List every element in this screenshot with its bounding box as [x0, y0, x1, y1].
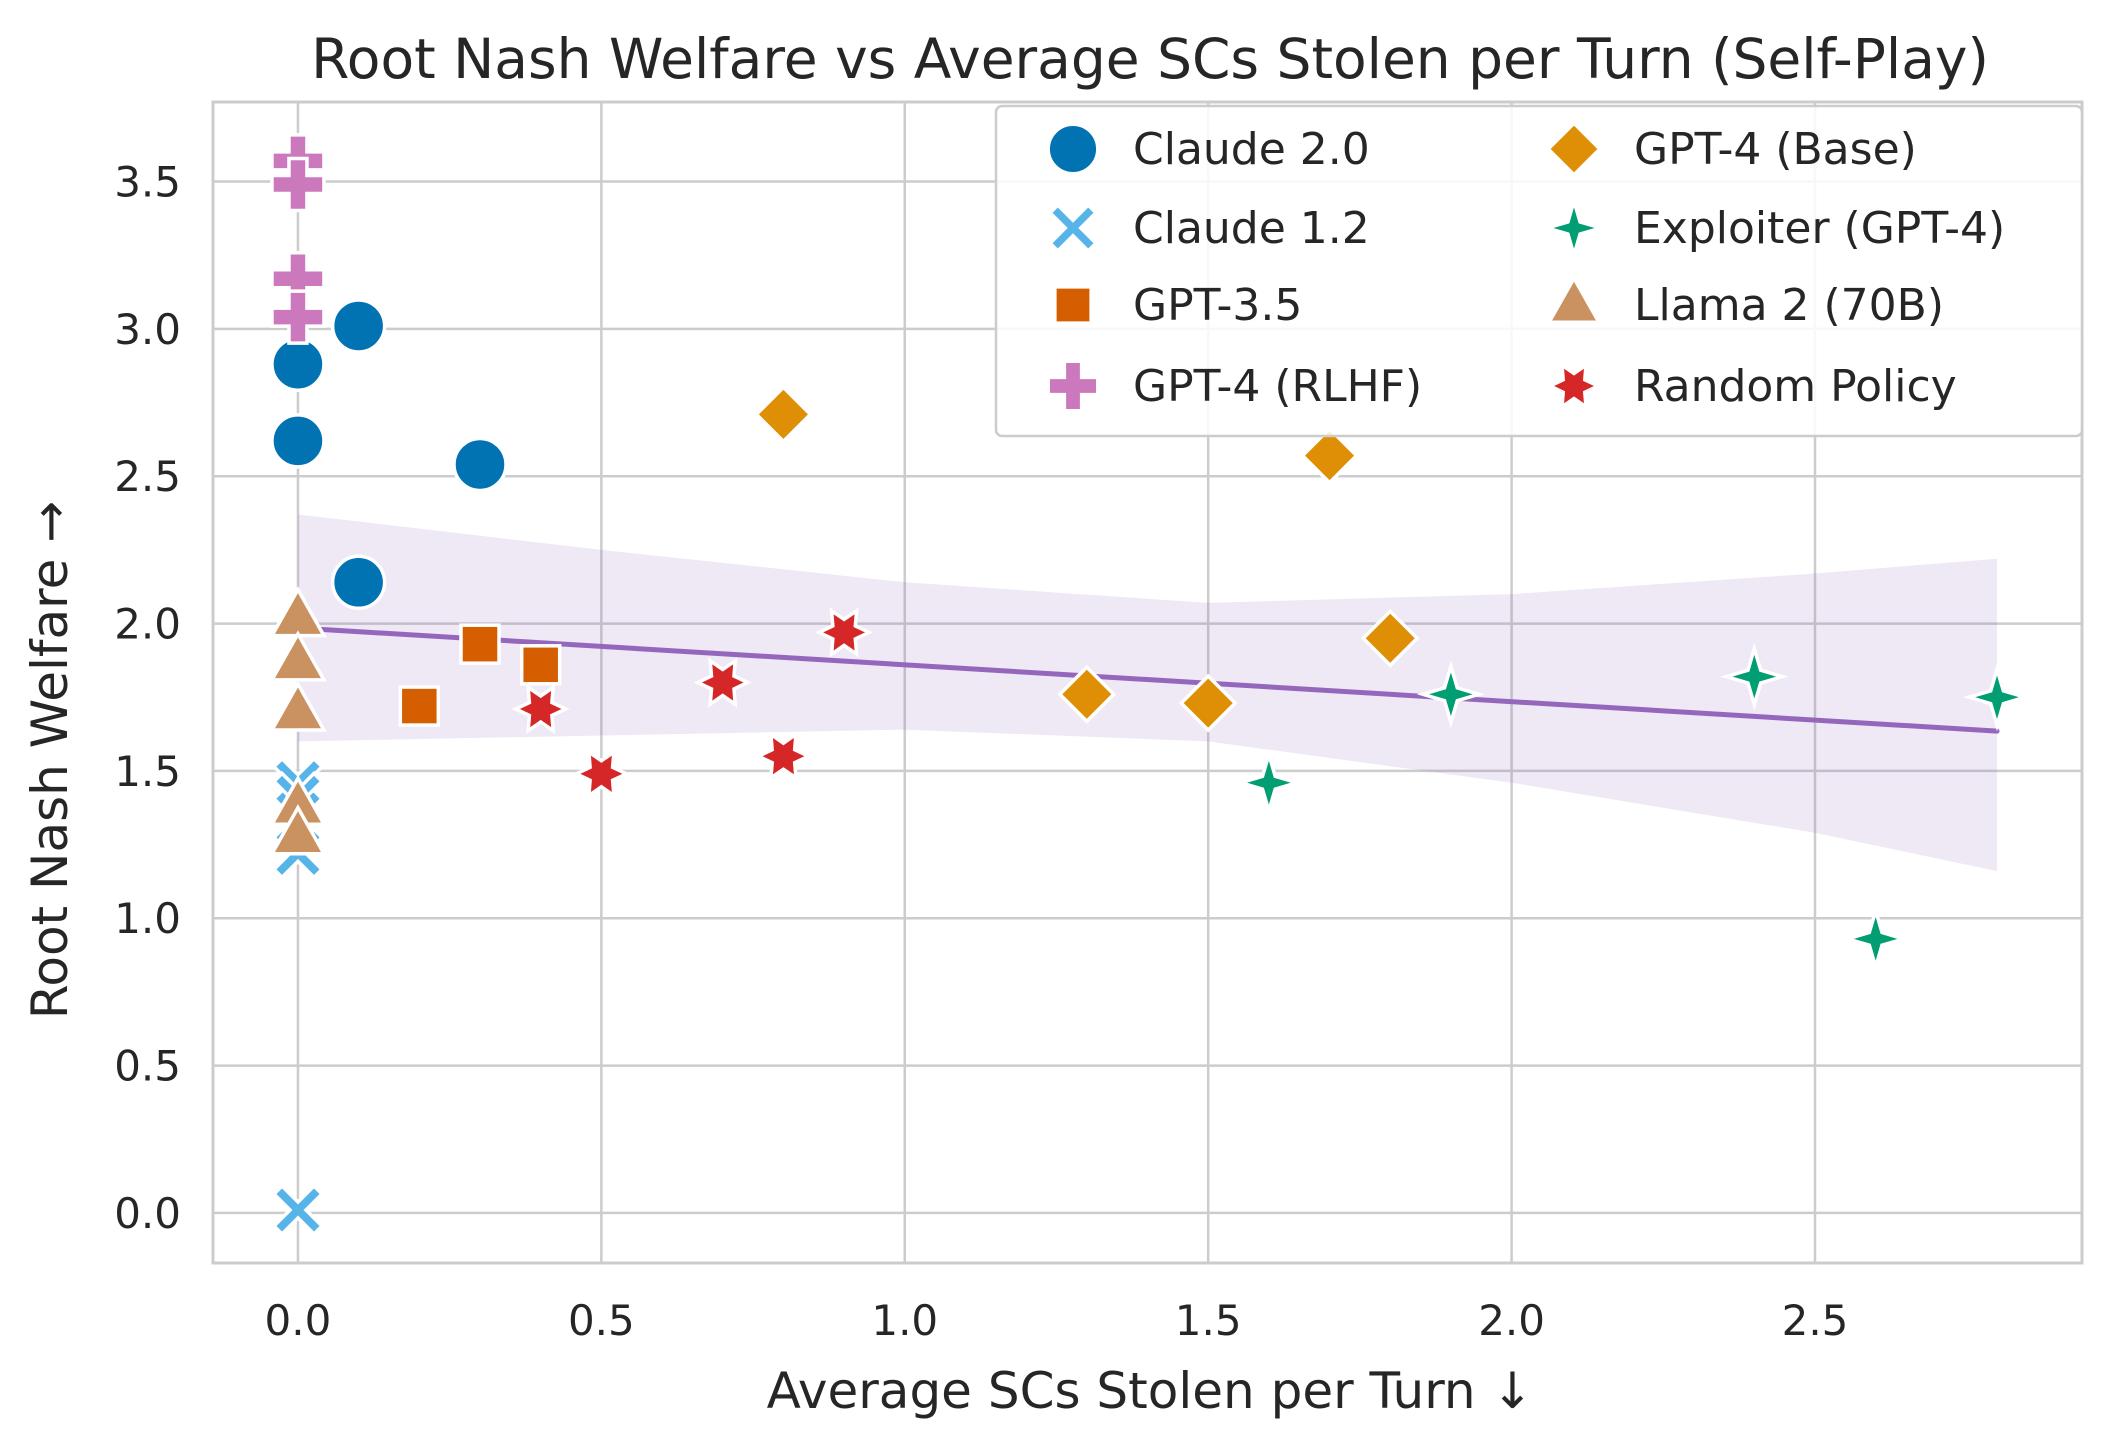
gpt-3-5-point	[519, 644, 562, 686]
gpt-4-base-point	[753, 384, 813, 444]
plot-frame	[211, 100, 2084, 1265]
legend-gpt-3-5-label: GPT-3.5	[1133, 280, 1302, 331]
gpt-3-5-point	[398, 685, 441, 727]
x-tick-label: 0.5	[568, 1296, 635, 1345]
legend-random-policy-label: Random Policy	[1634, 361, 1957, 412]
legend-exploiter-gpt-4-label: Exploiter (GPT-4)	[1634, 203, 2005, 254]
regression-line	[295, 625, 2000, 734]
exploiter-gpt-4-point	[1234, 748, 1304, 817]
claude-2-0-point	[330, 298, 387, 354]
claude-2-0-point	[270, 336, 326, 393]
claude-2-0-point	[270, 413, 326, 469]
claude-1-2-point	[271, 1183, 325, 1237]
legend-llama-2-70b-label: Llama 2 (70B)	[1634, 280, 1944, 331]
x-axis-label: Average SCs Stolen per Turn ↓	[767, 1362, 1534, 1420]
llama-2-70b-point	[268, 630, 327, 682]
y-tick-label: 2.0	[114, 600, 181, 649]
y-tick-label: 0.0	[114, 1189, 181, 1238]
legend-gpt-3-5-marker	[1053, 285, 1093, 325]
legend-gpt-4-rlhf-marker	[1046, 359, 1100, 413]
regression-line-layer	[295, 625, 2000, 734]
gpt-4-base-point	[1360, 608, 1420, 668]
exploiter-gpt-4-point	[1841, 904, 1910, 974]
random-policy-point	[511, 683, 570, 735]
x-tick-label: 2.0	[1478, 1296, 1545, 1345]
y-axis-label: Root Nash Welfare →	[21, 501, 79, 1019]
legend-gpt-4-base-label: GPT-4 (Base)	[1634, 124, 1917, 175]
legend-box	[994, 104, 2084, 438]
legend-exploiter-gpt-4-marker	[1541, 195, 1607, 261]
x-tick-label: 0.0	[265, 1296, 332, 1345]
legend-random-policy-marker	[1546, 362, 1602, 410]
gpt-4-rlhf-point	[270, 289, 326, 345]
gpt-3-5-point	[459, 623, 501, 665]
llama-2-70b-point	[268, 804, 327, 856]
y-tick-label: 0.5	[114, 1042, 181, 1091]
x-tick-label: 1.0	[871, 1296, 938, 1345]
legend-gpt-4-rlhf-label: GPT-4 (RLHF)	[1133, 361, 1422, 412]
y-tick-label: 3.5	[114, 158, 181, 207]
claude-2-0-point	[330, 554, 387, 611]
x-tick-label: 1.5	[1175, 1296, 1242, 1345]
exploiter-gpt-4-point	[1962, 662, 2032, 732]
legend-claude-1-2-label: Claude 1.2	[1133, 203, 1370, 254]
random-policy-point	[693, 657, 752, 708]
regression-confidence-band	[298, 514, 1997, 872]
legend-claude-2-0-label: Claude 2.0	[1133, 124, 1370, 175]
claude-2-0-point	[452, 436, 508, 493]
x-tick-label: 2.5	[1782, 1296, 1849, 1345]
confidence-band-layer	[298, 514, 1997, 872]
random-policy-point	[754, 730, 813, 782]
gpt-4-base-point	[1300, 426, 1360, 486]
random-policy-point	[815, 607, 874, 658]
y-tick-label: 2.5	[114, 452, 181, 501]
gpt-4-rlhf-point	[270, 156, 326, 213]
exploiter-gpt-4-point	[1720, 642, 1789, 711]
legend: Claude 2.0 Claude 1.2 GPT-3.5 GPT-4 (RLHF) G…	[994, 104, 2084, 438]
llama-2-70b-point	[268, 680, 327, 732]
random-policy-point	[572, 748, 631, 800]
y-tick-label: 1.5	[114, 747, 181, 796]
chart-title: Root Nash Welfare vs Average SCs Stolen …	[311, 27, 1989, 91]
legend-claude-2-0-marker	[1046, 122, 1100, 176]
data-points	[268, 133, 2032, 1237]
gpt-4-base-point	[1178, 673, 1238, 733]
exploiter-gpt-4-point	[1416, 660, 1486, 729]
y-tick-label: 3.0	[114, 305, 181, 354]
legend-gpt-4-base-marker	[1545, 120, 1603, 178]
gpt-4-base-point	[1057, 664, 1117, 724]
tick-labels: 0.0 0.5 1.0 1.5 2.0 2.5 0.0 0.5 1.0 1.5 2.0 2.5 3.0 3…	[114, 158, 1848, 1345]
legend-llama-2-70b-marker	[1546, 275, 1602, 324]
legend-claude-1-2-marker	[1047, 202, 1099, 254]
y-tick-label: 1.0	[114, 894, 181, 943]
